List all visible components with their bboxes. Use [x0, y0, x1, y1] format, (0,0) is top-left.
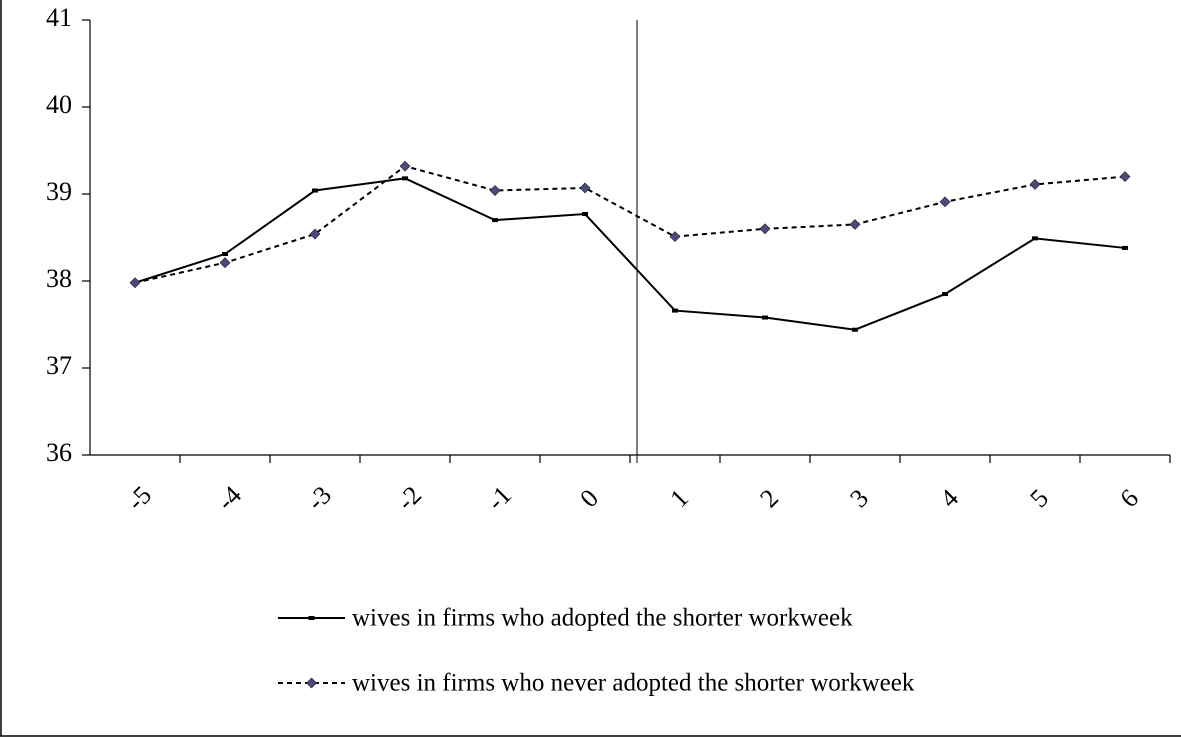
data-point	[759, 223, 771, 235]
legend-marker	[308, 616, 315, 620]
data-point	[309, 228, 321, 240]
legend-label: wives in firms who adopted the shorter w…	[352, 605, 853, 632]
data-point	[1029, 179, 1041, 190]
y-tick-label: 37	[46, 351, 72, 380]
data-point	[219, 257, 231, 269]
y-tick-label: 39	[46, 177, 72, 206]
data-point	[852, 327, 858, 332]
data-point	[579, 182, 591, 194]
y-tick-label: 41	[46, 3, 72, 32]
data-point	[399, 160, 411, 172]
data-point	[402, 176, 408, 181]
data-point	[312, 188, 318, 193]
data-point	[669, 231, 681, 243]
data-point	[849, 219, 861, 230]
data-point	[129, 277, 141, 289]
data-point	[222, 252, 228, 257]
data-point	[492, 218, 498, 223]
series-line	[134, 165, 1126, 284]
y-tick-label: 40	[46, 90, 72, 119]
y-tick-label: 36	[46, 438, 72, 467]
data-point	[942, 292, 948, 297]
data-point	[939, 196, 951, 208]
data-point	[489, 185, 501, 196]
legend-marker	[306, 677, 317, 689]
series-line	[134, 177, 1126, 331]
data-point	[582, 212, 588, 217]
legend-label: wives in firms who never adopted the sho…	[352, 670, 915, 697]
data-point	[1122, 245, 1128, 250]
y-tick-label: 38	[46, 264, 72, 293]
data-point	[762, 315, 768, 320]
data-point	[1032, 236, 1038, 241]
data-point	[1119, 171, 1131, 183]
data-point	[672, 308, 678, 313]
